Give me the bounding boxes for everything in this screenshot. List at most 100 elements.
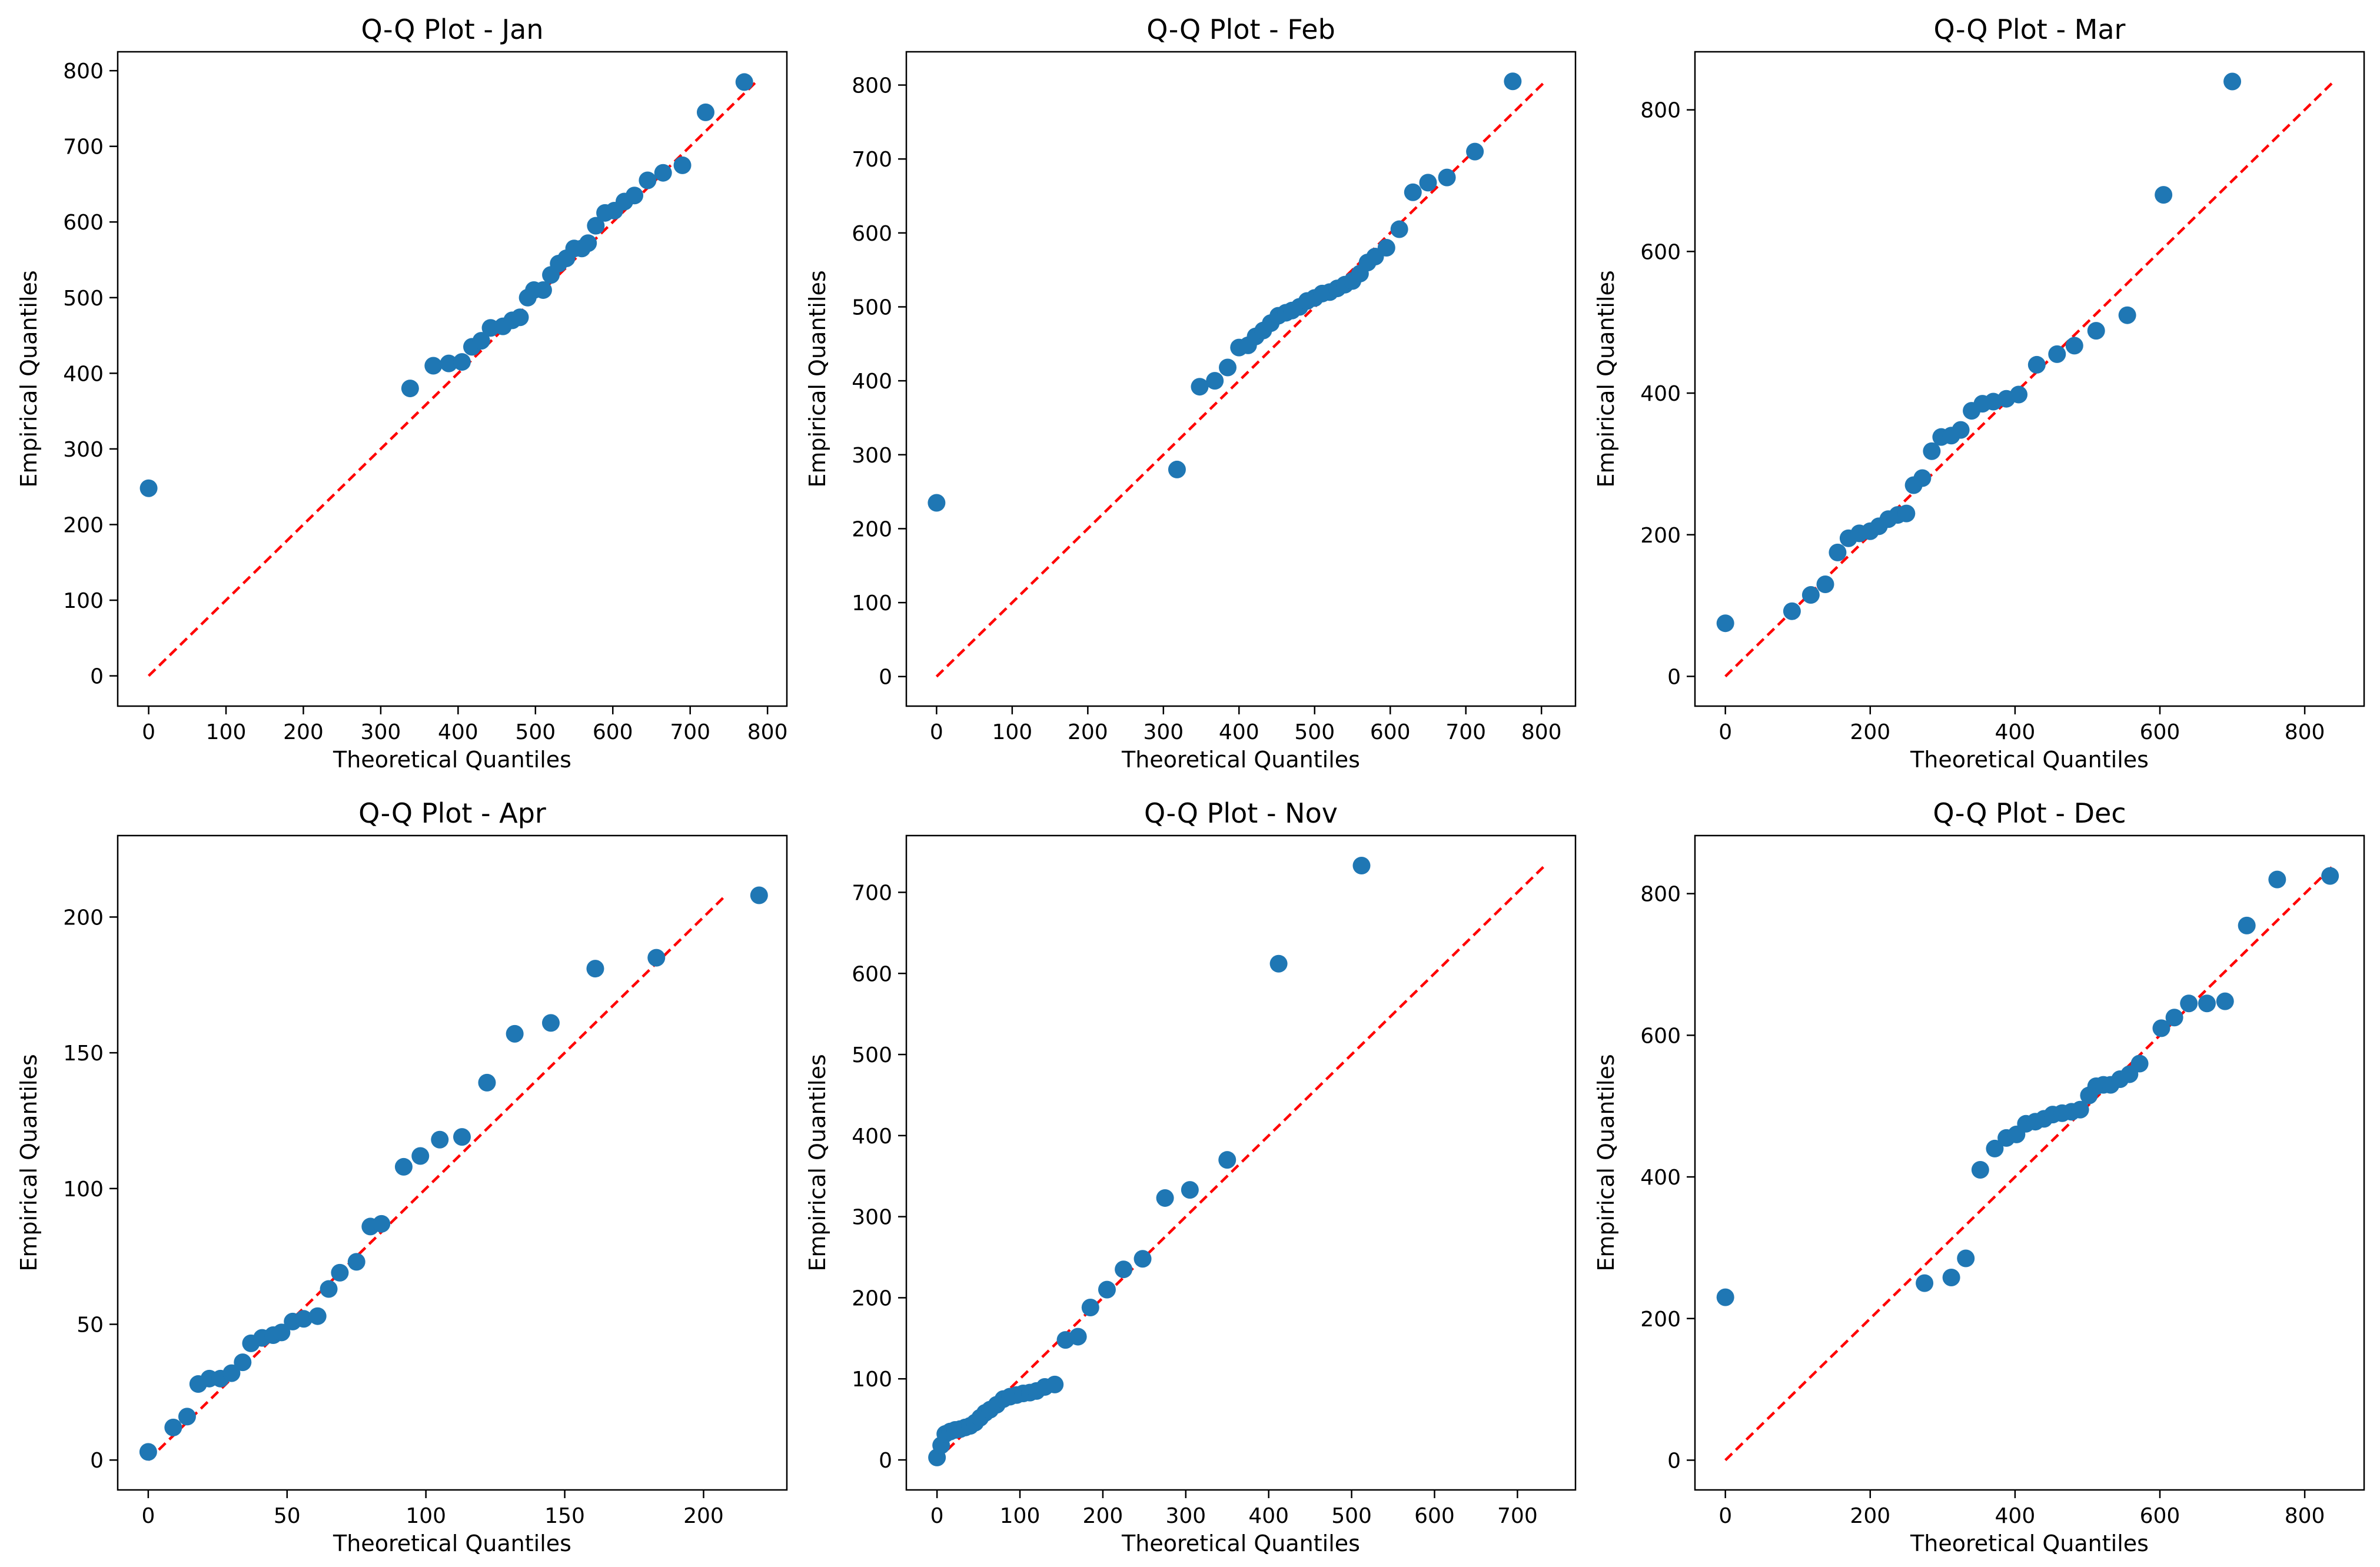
data-point (586, 960, 604, 978)
data-point (2216, 992, 2234, 1010)
x-tick-label: 500 (1331, 1504, 1372, 1528)
data-point (1069, 1328, 1087, 1346)
data-point (347, 1253, 365, 1271)
y-tick-label: 200 (852, 1286, 892, 1310)
data-point (2010, 385, 2028, 404)
y-tick-label: 600 (852, 222, 892, 246)
x-tick-label: 400 (1219, 720, 1259, 744)
y-tick-label: 400 (852, 1124, 892, 1149)
qq-subplot: 0 50 100 150 200 0 50 100 150 200 Q-Q Plot - Apr Th… (16, 797, 788, 1556)
subplot-title: Q-Q Plot - Feb (1146, 14, 1335, 45)
subplot-title: Q-Q Plot - Mar (1934, 14, 2126, 45)
data-point (2087, 322, 2105, 340)
x-tick-label: 600 (1414, 1504, 1455, 1528)
y-tick-label: 0 (1667, 1449, 1681, 1473)
data-point (541, 1014, 560, 1032)
x-tick-label: 100 (206, 720, 247, 744)
data-point (139, 1443, 157, 1461)
y-axis-label: Empirical Quantiles (16, 270, 42, 487)
data-point (1046, 1375, 1064, 1393)
y-tick-label: 100 (852, 1368, 892, 1392)
data-point (1168, 460, 1186, 478)
y-tick-label: 100 (63, 589, 104, 613)
x-tick-label: 700 (1497, 1504, 1538, 1528)
x-tick-label: 150 (544, 1504, 585, 1528)
y-tick-label: 150 (63, 1042, 104, 1066)
data-point (373, 1215, 391, 1233)
reference-line (936, 863, 1548, 1461)
x-tick-label: 200 (1850, 720, 1890, 744)
x-axis-label: Theoretical Quantiles (1910, 1531, 2149, 1556)
data-point (178, 1408, 196, 1426)
plot-frame (117, 51, 788, 707)
data-point (2048, 345, 2066, 363)
x-tick-label: 800 (2285, 720, 2325, 744)
y-tick-label: 600 (63, 211, 104, 235)
plot-frame (905, 51, 1577, 707)
data-point (1390, 220, 1408, 238)
data-point (331, 1263, 349, 1282)
qq-subplot: 0 100 200 300 400 500 600 700 0 100 200 300 400 500 60… (805, 797, 1577, 1556)
data-point (222, 1364, 241, 1382)
data-point (579, 234, 597, 252)
data-point (453, 353, 471, 371)
data-point (164, 1418, 182, 1436)
data-point (1404, 183, 1422, 201)
x-tick-label: 200 (283, 720, 324, 744)
x-tick-label: 400 (1995, 720, 2036, 744)
data-point (2198, 994, 2216, 1013)
data-point (587, 217, 605, 235)
x-axis-label: Theoretical Quantiles (333, 1531, 571, 1556)
x-tick-label: 300 (1143, 720, 1184, 744)
x-tick-label: 0 (141, 1504, 155, 1528)
y-tick-label: 100 (852, 591, 892, 616)
data-point (1466, 142, 1484, 161)
x-tick-label: 700 (1445, 720, 1486, 744)
y-tick-label: 200 (63, 906, 104, 930)
data-point (1134, 1250, 1152, 1268)
x-tick-label: 800 (1521, 720, 1562, 744)
x-tick-label: 400 (1248, 1504, 1289, 1528)
data-point (272, 1323, 291, 1342)
data-point (1923, 442, 1941, 460)
data-point (2027, 355, 2046, 374)
x-axis-label: Theoretical Quantiles (1121, 747, 1360, 773)
x-axis-label: Theoretical Quantiles (1121, 1531, 1360, 1556)
x-tick-label: 100 (405, 1504, 446, 1528)
data-point (1377, 238, 1395, 257)
y-tick-label: 300 (852, 444, 892, 468)
data-point (2238, 916, 2256, 934)
y-tick-label: 100 (63, 1177, 104, 1202)
y-tick-label: 700 (852, 148, 892, 172)
y-axis-label: Empirical Quantiles (1593, 270, 1619, 487)
data-point (1219, 358, 1237, 377)
data-point (1986, 1139, 2004, 1157)
y-axis-label: Empirical Quantiles (1593, 1054, 1619, 1271)
data-point (1957, 1249, 1975, 1267)
data-point (1181, 1181, 1199, 1199)
data-point (478, 1073, 496, 1092)
data-point (2155, 186, 2173, 204)
y-tick-label: 400 (852, 370, 892, 394)
plot-frame (905, 834, 1577, 1491)
x-tick-label: 0 (930, 1504, 944, 1528)
reference-line (1724, 864, 2335, 1462)
y-tick-label: 200 (1640, 524, 1681, 548)
data-point (139, 479, 158, 497)
subplot-title: Q-Q Plot - Nov (1144, 797, 1338, 829)
x-tick-label: 100 (992, 720, 1033, 744)
x-tick-label: 600 (1370, 720, 1411, 744)
data-point (735, 73, 753, 91)
subplot-title: Q-Q Plot - Jan (361, 14, 543, 45)
y-tick-label: 50 (77, 1313, 104, 1338)
y-tick-label: 700 (63, 135, 104, 159)
data-point (1156, 1189, 1174, 1207)
y-tick-label: 800 (63, 59, 104, 84)
data-point (2065, 337, 2083, 355)
data-point (673, 156, 692, 174)
x-tick-label: 600 (2140, 720, 2180, 744)
x-tick-label: 500 (1294, 720, 1335, 744)
x-tick-label: 200 (1850, 1504, 1890, 1528)
y-tick-label: 0 (90, 665, 104, 689)
x-tick-label: 600 (593, 720, 633, 744)
